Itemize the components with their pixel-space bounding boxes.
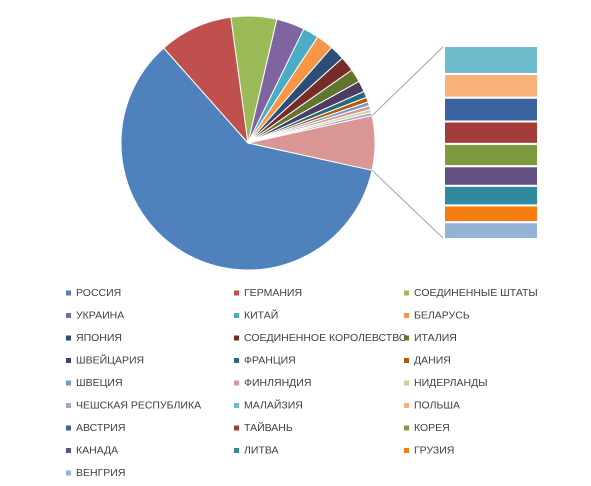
legend-label: СОЕДИНЕННОЕ КОРОЛЕВСТВО xyxy=(244,332,407,344)
legend-label: ШВЕЦИЯ xyxy=(76,377,123,389)
legend-marker xyxy=(234,380,239,386)
bar-segment xyxy=(443,45,539,75)
legend-label: ЛИТВА xyxy=(244,444,279,456)
bar-segment xyxy=(443,184,539,207)
legend-label: ФРАНЦИЯ xyxy=(244,354,296,366)
legend-label: КАНАДА xyxy=(76,444,118,456)
legend-marker xyxy=(234,313,239,318)
bar-segment xyxy=(443,72,539,99)
legend-marker xyxy=(66,335,71,341)
legend-label: ПОЛЬША xyxy=(414,399,460,411)
legend-marker xyxy=(404,425,409,431)
bar-segment xyxy=(443,142,539,168)
legend-label: СОЕДИНЕННЫЕ ШТАТЫ xyxy=(414,287,538,299)
legend-marker xyxy=(234,358,239,363)
legend-marker xyxy=(404,403,409,408)
legend-marker xyxy=(66,425,71,431)
legend-label: УКРАИНА xyxy=(76,309,124,321)
legend-label: АВСТРИЯ xyxy=(76,422,125,434)
legend-label: КОРЕЯ xyxy=(414,422,450,434)
legend-marker xyxy=(404,380,409,386)
legend-label: ШВЕЙЦАРИЯ xyxy=(76,353,144,366)
legend-label: ИТАЛИЯ xyxy=(414,332,457,344)
legend-marker xyxy=(66,403,71,408)
legend-marker xyxy=(66,290,71,296)
legend-label: НИДЕРЛАНДЫ xyxy=(414,377,488,389)
bar-segment xyxy=(443,120,539,145)
legend-marker xyxy=(404,448,409,453)
pie-slice xyxy=(120,47,373,271)
legend-label: БЕЛАРУСЬ xyxy=(414,309,470,321)
legend-marker xyxy=(66,380,71,386)
legend-label: ГРУЗИЯ xyxy=(414,444,454,456)
connector xyxy=(371,45,445,117)
legend-label: ТАЙВАНЬ xyxy=(244,421,293,434)
legend-marker xyxy=(404,313,409,318)
legend-marker xyxy=(404,290,409,296)
connector xyxy=(371,169,445,240)
legend-label: ЯПОНИЯ xyxy=(76,332,122,344)
legend-marker xyxy=(404,335,409,341)
legend-marker xyxy=(234,290,239,296)
bar-segment xyxy=(443,204,539,224)
legend-marker xyxy=(66,448,71,453)
legend-label: ЧЕШСКАЯ РЕСПУБЛИКА xyxy=(76,399,201,411)
legend-label: КИТАЙ xyxy=(244,308,278,321)
legend-label: ФИНЛЯНДИЯ xyxy=(244,377,311,389)
legend-marker xyxy=(234,425,239,431)
legend-label: МАЛАЙЗИЯ xyxy=(244,398,303,411)
legend-marker xyxy=(234,335,239,341)
legend-marker xyxy=(66,313,71,318)
legend-marker xyxy=(234,448,239,453)
legend-label: ДАНИЯ xyxy=(414,354,451,366)
legend-marker xyxy=(66,358,71,363)
bar-segment xyxy=(443,221,539,240)
bar-segment xyxy=(443,96,539,123)
other-slice xyxy=(247,115,376,171)
legend-label: ГЕРМАНИЯ xyxy=(244,287,302,299)
legend-label: ВЕНГРИЯ xyxy=(76,467,125,479)
bar-segment xyxy=(443,165,539,187)
legend-marker xyxy=(234,403,239,408)
legend-label: РОССИЯ xyxy=(76,287,121,299)
legend-marker xyxy=(404,358,409,363)
legend-marker xyxy=(66,470,71,476)
